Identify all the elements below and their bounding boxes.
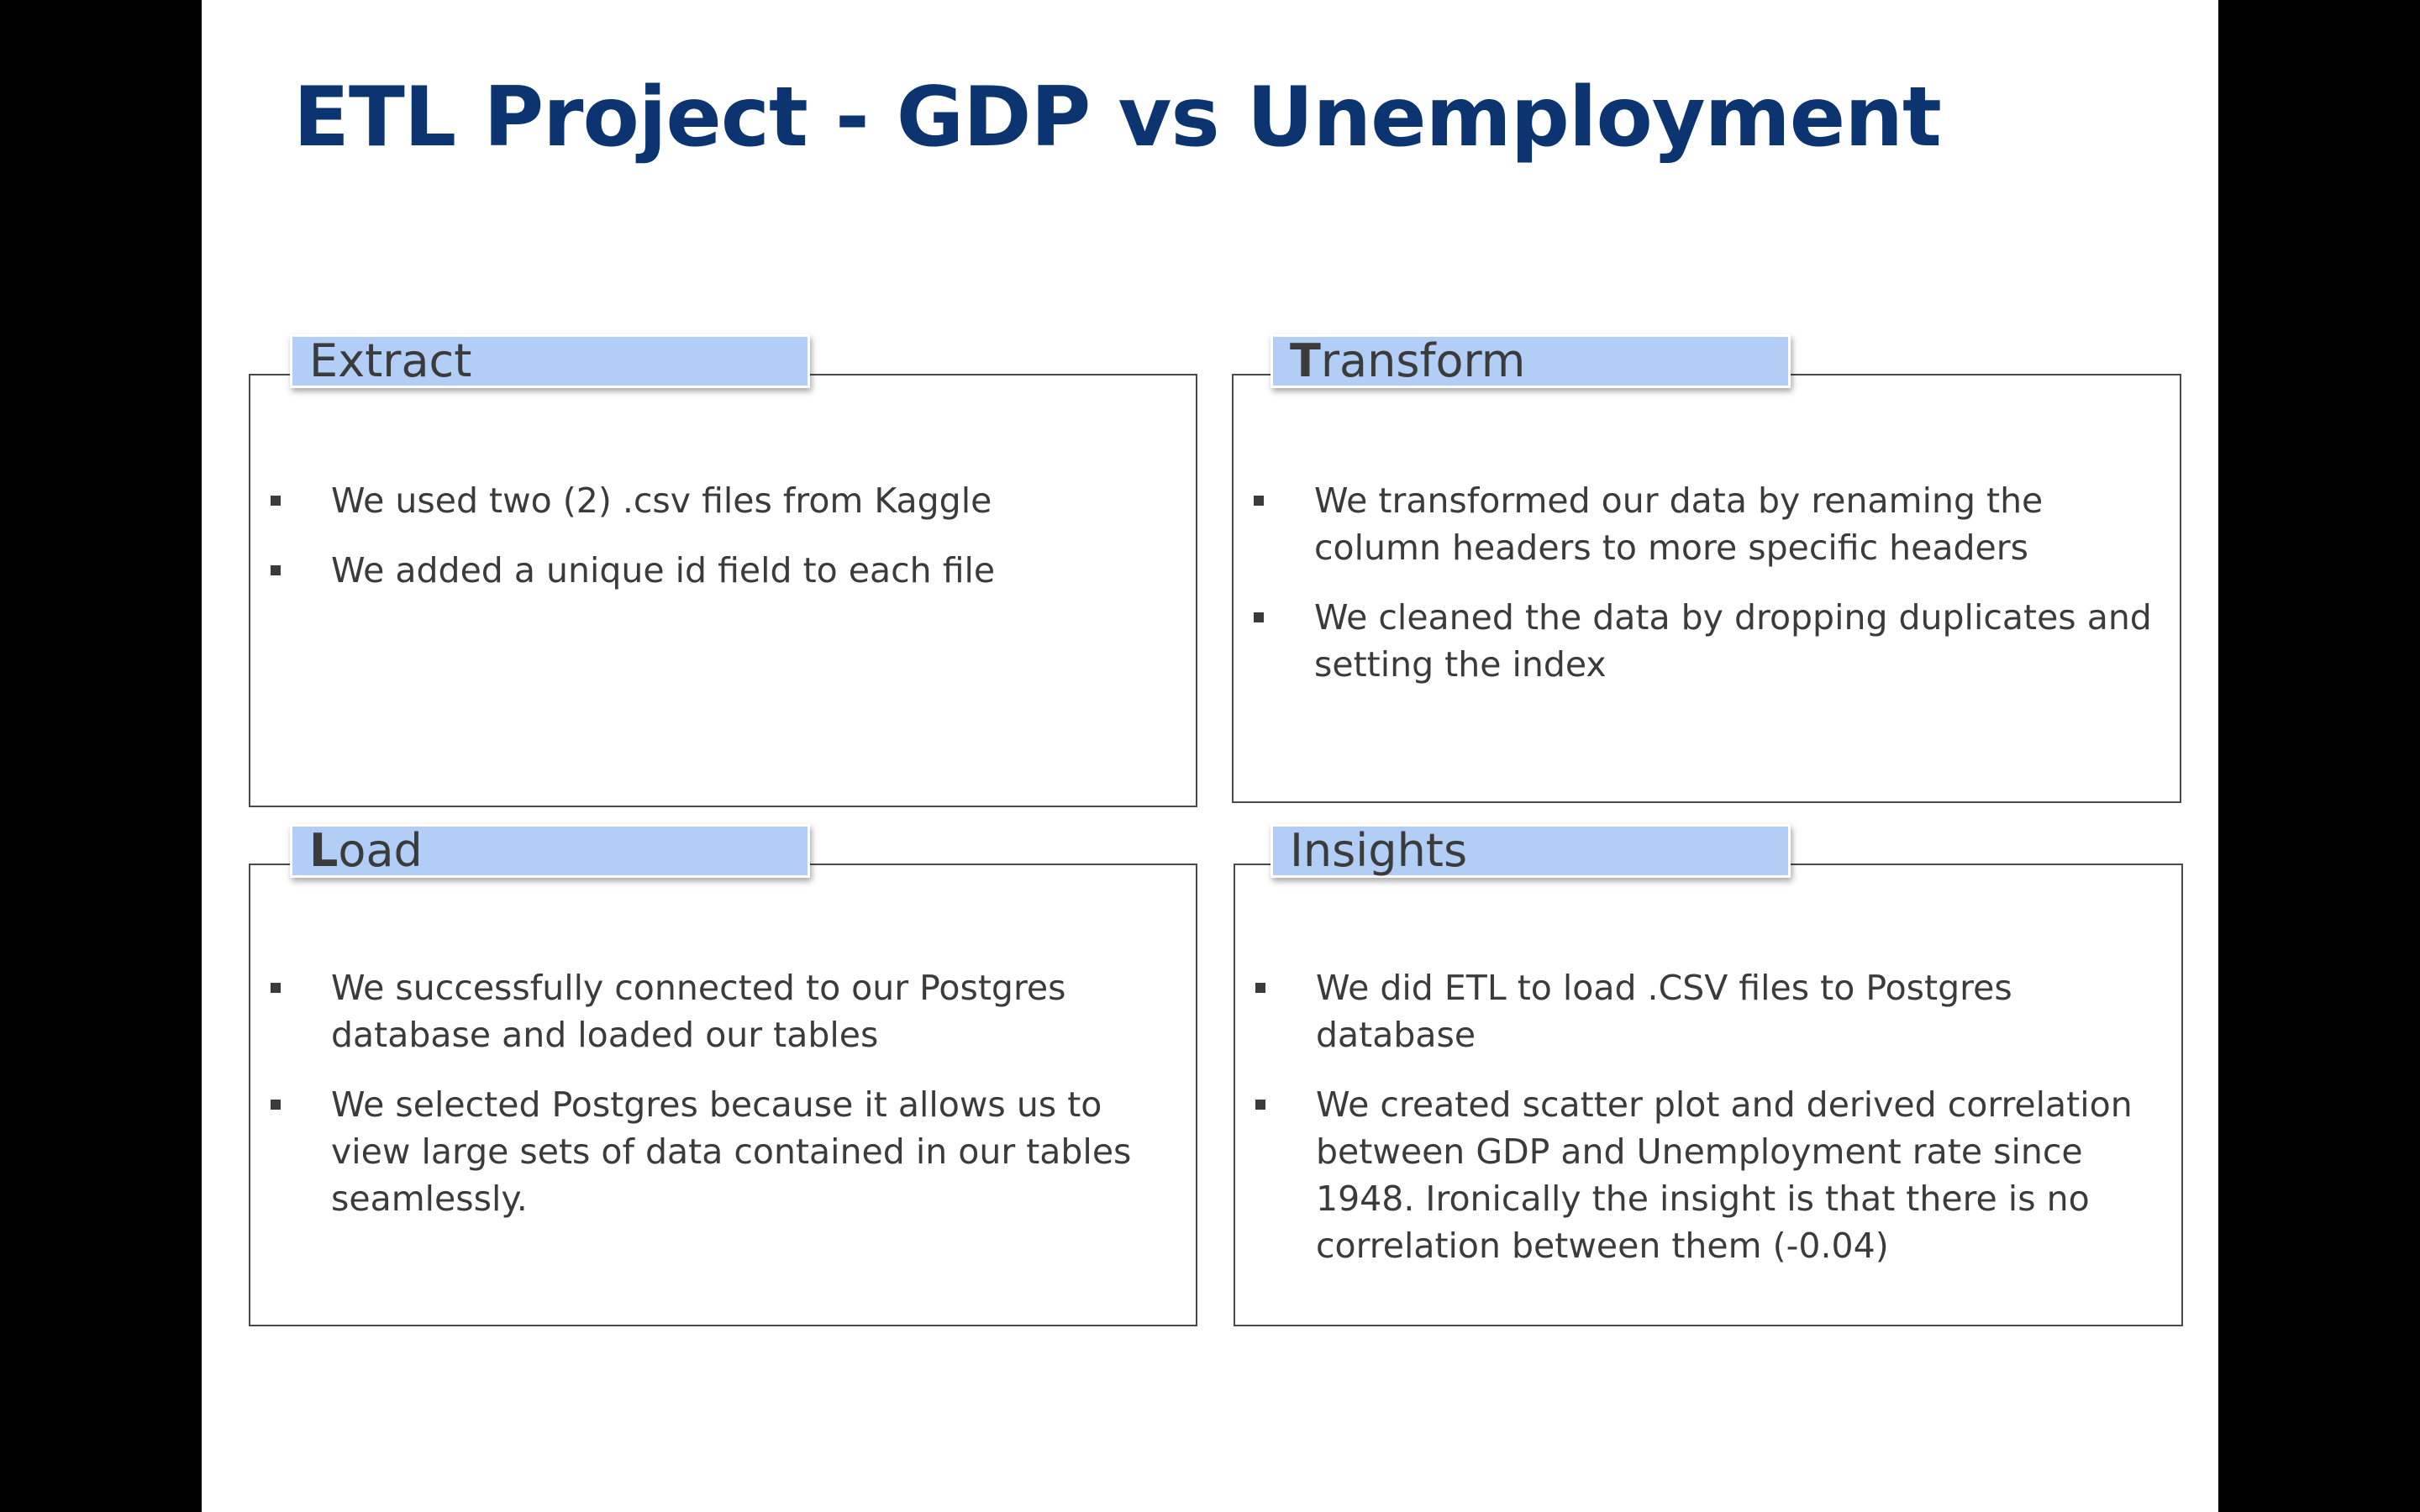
extract-heading: Extract bbox=[290, 334, 810, 388]
transform-heading-initial: T bbox=[1290, 334, 1321, 387]
load-bullet-1: We successfully connected to our Postgre… bbox=[271, 964, 1178, 1058]
load-bullet-list: We successfully connected to our Postgre… bbox=[271, 964, 1178, 1245]
transform-bullet-1: We transformed our data by renaming the … bbox=[1254, 477, 2178, 571]
transform-bullet-2-text: We cleaned the data by dropping duplicat… bbox=[1314, 597, 2152, 685]
bullet-marker bbox=[271, 565, 281, 575]
load-box bbox=[249, 864, 1197, 1326]
insights-bullet-2: We created scatter plot and derived corr… bbox=[1255, 1081, 2180, 1269]
extract-bullet-1-text: We used two (2) .csv files from Kaggle bbox=[331, 480, 992, 521]
load-bullet-1-text: We successfully connected to our Postgre… bbox=[331, 968, 1066, 1055]
load-heading-text: oad bbox=[338, 824, 423, 877]
insights-heading-text: Insights bbox=[1290, 824, 1468, 877]
transform-bullet-2: We cleaned the data by dropping duplicat… bbox=[1254, 594, 2178, 688]
extract-bullet-1: We used two (2) .csv files from Kaggle bbox=[271, 477, 1178, 524]
insights-bullet-1-text: We did ETL to load .CSV files to Postgre… bbox=[1316, 968, 2012, 1055]
bullet-marker bbox=[271, 1100, 281, 1110]
bullet-marker bbox=[1255, 983, 1265, 993]
extract-heading-text: Extract bbox=[309, 334, 472, 387]
bullet-marker bbox=[1254, 496, 1264, 506]
slide: ETL Project - GDP vs Unemployment Extrac… bbox=[202, 0, 2218, 1512]
bullet-marker bbox=[1255, 1100, 1265, 1110]
load-heading-initial: L bbox=[309, 824, 339, 877]
load-heading: Load bbox=[290, 824, 810, 878]
insights-bullet-2-text: We created scatter plot and derived corr… bbox=[1316, 1084, 2133, 1266]
transform-heading: Transform bbox=[1270, 334, 1791, 388]
insights-bullet-list: We did ETL to load .CSV files to Postgre… bbox=[1255, 964, 2180, 1292]
insights-box bbox=[1234, 864, 2183, 1326]
slide-title: ETL Project - GDP vs Unemployment bbox=[293, 70, 1942, 165]
bullet-marker bbox=[271, 983, 281, 993]
load-bullet-2: We selected Postgres because it allows u… bbox=[271, 1081, 1178, 1222]
insights-heading: Insights bbox=[1270, 824, 1791, 878]
extract-box bbox=[249, 374, 1197, 807]
bullet-marker bbox=[271, 496, 281, 506]
load-bullet-2-text: We selected Postgres because it allows u… bbox=[331, 1084, 1132, 1219]
transform-box bbox=[1232, 374, 2181, 803]
extract-bullet-2: We added a unique id field to each file bbox=[271, 547, 1178, 594]
bullet-marker bbox=[1254, 612, 1264, 622]
extract-bullet-2-text: We added a unique id field to each file bbox=[331, 550, 996, 591]
transform-bullet-list: We transformed our data by renaming the … bbox=[1254, 477, 2178, 711]
transform-heading-text: ransform bbox=[1320, 334, 1526, 387]
transform-bullet-1-text: We transformed our data by renaming the … bbox=[1314, 480, 2044, 568]
insights-bullet-1: We did ETL to load .CSV files to Postgre… bbox=[1255, 964, 2180, 1058]
extract-bullet-list: We used two (2) .csv files from Kaggle W… bbox=[271, 477, 1178, 617]
